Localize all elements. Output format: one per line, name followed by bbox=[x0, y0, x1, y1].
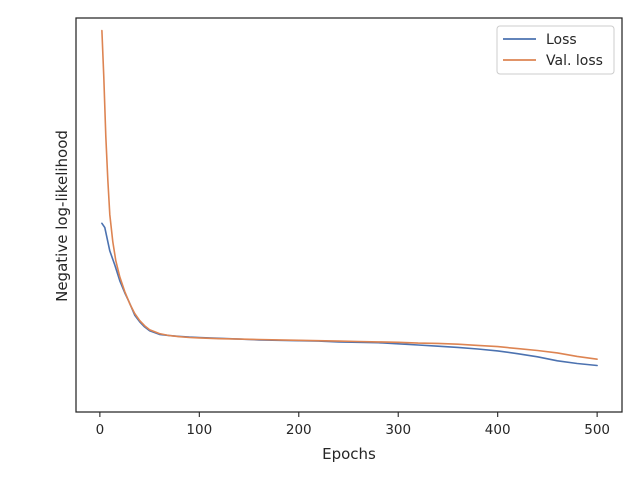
x-tick-label: 200 bbox=[286, 422, 312, 438]
x-axis-label: Epochs bbox=[322, 445, 376, 463]
y-axis-label: Negative log-likelihood bbox=[53, 130, 71, 302]
x-tick-label: 500 bbox=[584, 422, 610, 438]
x-tick-label: 0 bbox=[96, 422, 105, 438]
plot-lines bbox=[101, 29, 598, 367]
legend-box bbox=[496, 25, 615, 75]
x-tick-label: 400 bbox=[485, 422, 511, 438]
legend-label: Val. loss bbox=[546, 53, 603, 69]
x-tick-label: 100 bbox=[186, 422, 212, 438]
x-axis-ticks: 0 100 200 300 400 500 bbox=[96, 412, 610, 438]
plot-frame bbox=[75, 17, 623, 413]
x-tick-label: 300 bbox=[385, 422, 411, 438]
legend-label: Loss bbox=[546, 32, 577, 48]
legend: Loss Val. loss bbox=[496, 25, 615, 75]
series-line-val-loss bbox=[101, 29, 598, 360]
